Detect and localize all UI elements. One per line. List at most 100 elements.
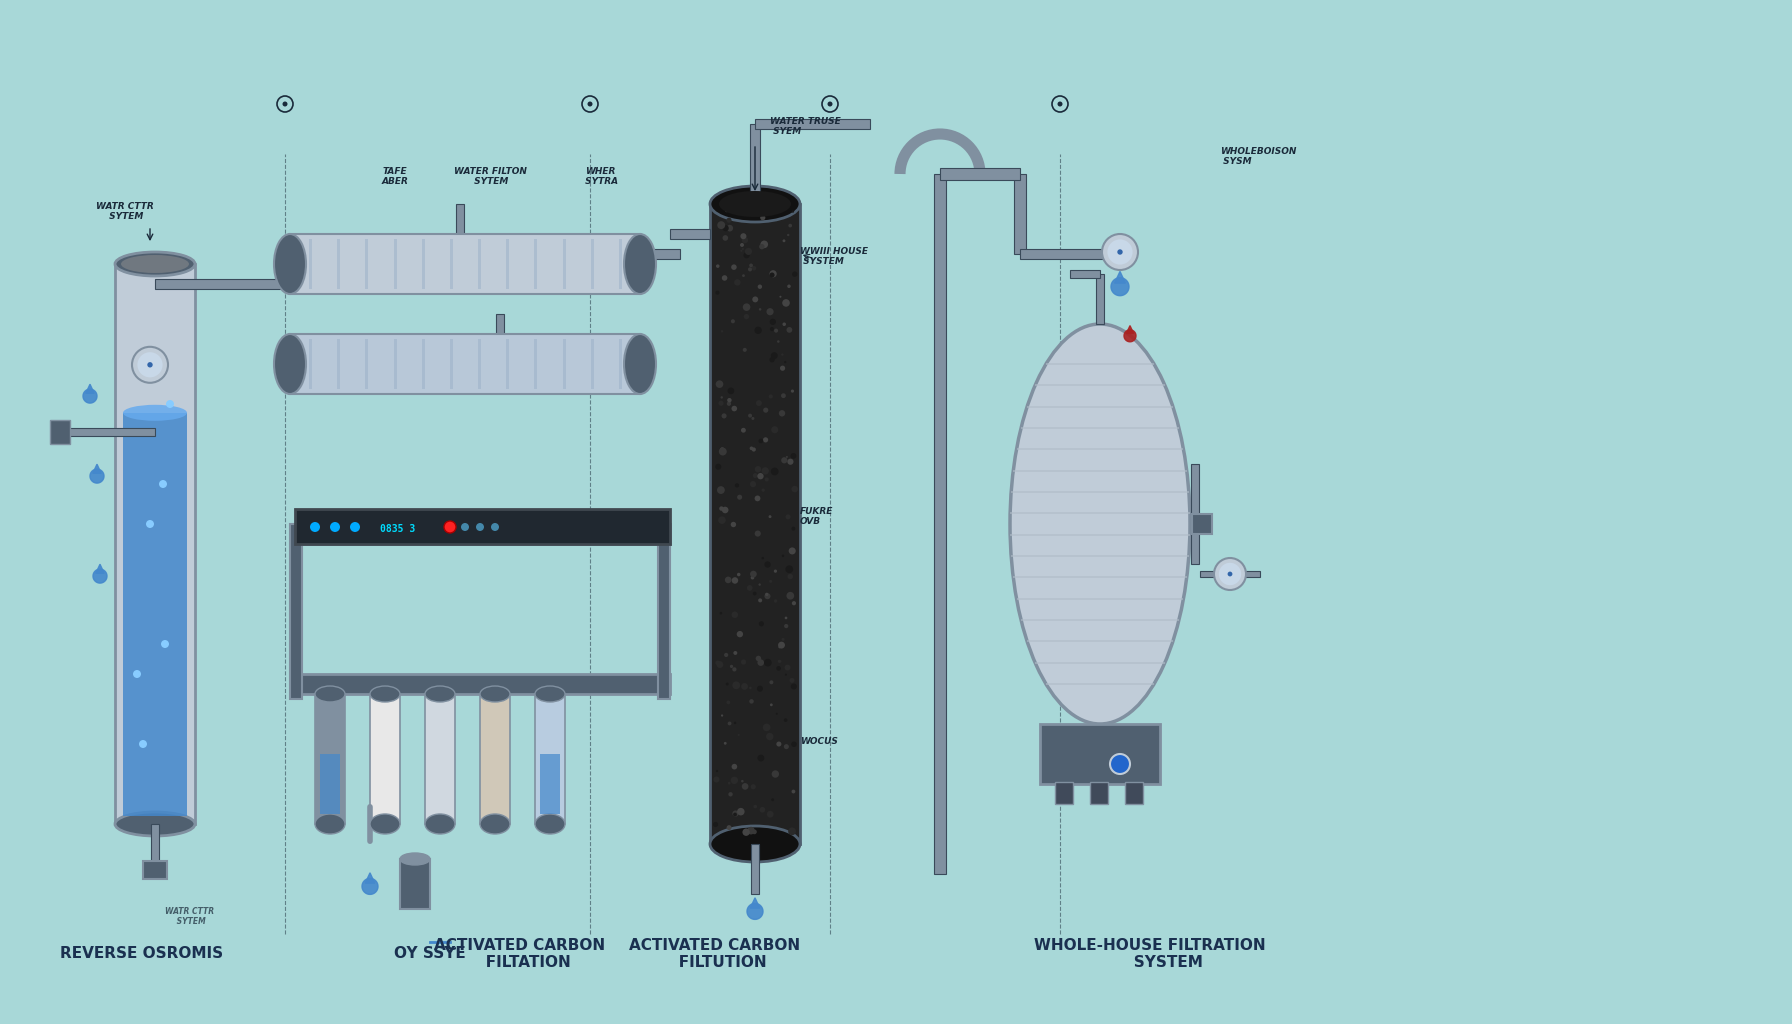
Ellipse shape xyxy=(710,186,799,222)
Circle shape xyxy=(742,274,745,278)
FancyBboxPatch shape xyxy=(455,204,464,254)
FancyBboxPatch shape xyxy=(534,239,538,289)
Circle shape xyxy=(444,521,455,534)
Circle shape xyxy=(771,318,776,325)
Circle shape xyxy=(726,225,733,231)
Circle shape xyxy=(719,400,724,406)
Polygon shape xyxy=(93,569,108,583)
FancyBboxPatch shape xyxy=(425,694,455,824)
Circle shape xyxy=(461,523,470,531)
Ellipse shape xyxy=(425,686,455,702)
FancyBboxPatch shape xyxy=(1192,514,1211,534)
Text: REVERSE OSROMIS: REVERSE OSROMIS xyxy=(61,946,224,962)
FancyBboxPatch shape xyxy=(591,239,593,289)
FancyBboxPatch shape xyxy=(1011,534,1190,536)
FancyBboxPatch shape xyxy=(290,524,670,544)
Circle shape xyxy=(749,446,753,451)
FancyBboxPatch shape xyxy=(1036,384,1165,386)
Circle shape xyxy=(751,575,754,580)
Circle shape xyxy=(728,781,731,784)
Circle shape xyxy=(772,770,780,778)
FancyBboxPatch shape xyxy=(450,339,453,389)
Circle shape xyxy=(753,805,756,808)
FancyBboxPatch shape xyxy=(1011,490,1188,493)
Circle shape xyxy=(771,352,778,359)
Circle shape xyxy=(726,825,731,830)
Circle shape xyxy=(767,811,774,817)
FancyBboxPatch shape xyxy=(536,694,564,824)
Circle shape xyxy=(788,223,792,227)
Circle shape xyxy=(722,236,728,241)
Circle shape xyxy=(771,327,774,331)
Polygon shape xyxy=(366,872,375,883)
Circle shape xyxy=(758,598,762,602)
Circle shape xyxy=(756,655,762,662)
Circle shape xyxy=(792,526,796,530)
Circle shape xyxy=(722,414,726,419)
Circle shape xyxy=(774,599,778,603)
FancyBboxPatch shape xyxy=(507,239,509,289)
Circle shape xyxy=(790,453,796,459)
Circle shape xyxy=(719,506,724,511)
Circle shape xyxy=(781,638,785,641)
Circle shape xyxy=(754,530,762,537)
Circle shape xyxy=(762,557,763,559)
FancyBboxPatch shape xyxy=(59,428,154,436)
FancyBboxPatch shape xyxy=(337,339,340,389)
Circle shape xyxy=(161,640,168,648)
Circle shape xyxy=(780,410,785,417)
FancyBboxPatch shape xyxy=(1027,406,1174,408)
Circle shape xyxy=(740,233,747,240)
Circle shape xyxy=(785,665,790,671)
Circle shape xyxy=(771,468,778,475)
Circle shape xyxy=(742,248,744,250)
FancyBboxPatch shape xyxy=(534,339,538,389)
Text: WATR CTTR
 SYTEM: WATR CTTR SYTEM xyxy=(165,906,215,926)
Circle shape xyxy=(733,810,738,817)
Text: ACTIVATED CARBON
   FILTUTION: ACTIVATED CARBON FILTUTION xyxy=(629,938,801,970)
FancyBboxPatch shape xyxy=(308,239,312,289)
Circle shape xyxy=(753,473,758,478)
Circle shape xyxy=(731,319,735,324)
Polygon shape xyxy=(93,464,100,473)
Circle shape xyxy=(740,250,742,252)
Circle shape xyxy=(785,360,787,364)
Circle shape xyxy=(719,516,726,524)
FancyBboxPatch shape xyxy=(394,239,396,289)
Circle shape xyxy=(145,520,154,528)
FancyBboxPatch shape xyxy=(1090,782,1107,804)
Circle shape xyxy=(762,488,765,492)
Circle shape xyxy=(771,426,778,433)
Circle shape xyxy=(715,291,720,295)
Text: WATER TRUSE
 SYEM: WATER TRUSE SYEM xyxy=(771,117,840,136)
FancyBboxPatch shape xyxy=(1014,174,1027,254)
Circle shape xyxy=(740,428,745,433)
FancyBboxPatch shape xyxy=(115,264,195,824)
Circle shape xyxy=(749,687,751,689)
FancyBboxPatch shape xyxy=(1201,571,1260,577)
FancyBboxPatch shape xyxy=(478,339,480,389)
FancyBboxPatch shape xyxy=(941,168,1020,180)
FancyBboxPatch shape xyxy=(1016,598,1183,600)
Circle shape xyxy=(781,457,787,464)
Polygon shape xyxy=(1115,271,1125,283)
Circle shape xyxy=(715,464,722,470)
Circle shape xyxy=(778,642,785,648)
FancyBboxPatch shape xyxy=(1021,618,1179,621)
Circle shape xyxy=(790,678,794,683)
Circle shape xyxy=(754,466,762,472)
Circle shape xyxy=(742,783,749,790)
FancyBboxPatch shape xyxy=(539,754,559,814)
Circle shape xyxy=(733,668,737,672)
FancyBboxPatch shape xyxy=(563,239,566,289)
FancyBboxPatch shape xyxy=(151,824,159,864)
Circle shape xyxy=(720,396,722,398)
Circle shape xyxy=(1057,101,1063,106)
Circle shape xyxy=(724,653,728,657)
Circle shape xyxy=(765,733,774,740)
Polygon shape xyxy=(751,898,760,908)
FancyBboxPatch shape xyxy=(1055,782,1073,804)
Ellipse shape xyxy=(274,334,306,394)
FancyBboxPatch shape xyxy=(710,204,799,844)
Polygon shape xyxy=(1124,330,1136,342)
